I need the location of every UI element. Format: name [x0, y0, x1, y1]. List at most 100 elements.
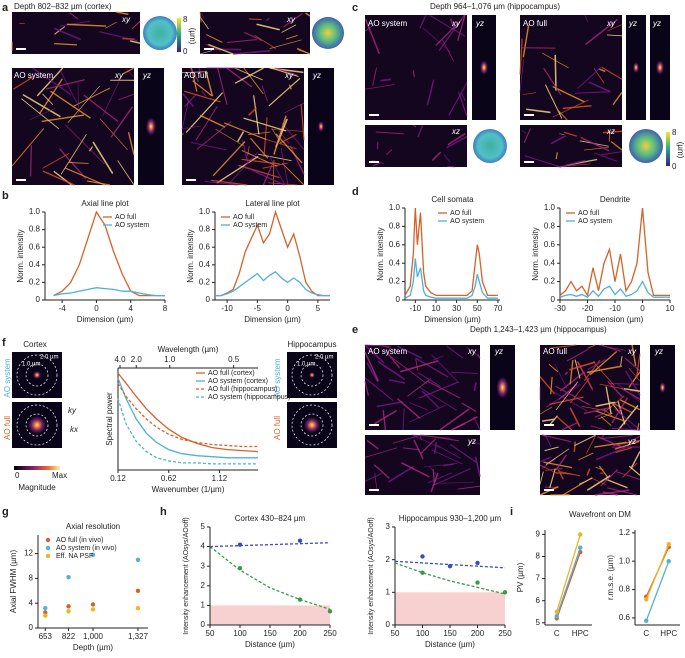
neurite: [181, 101, 189, 130]
neurite: [631, 344, 637, 366]
data-point: [66, 609, 71, 614]
neurite: [522, 25, 530, 58]
neurite: [429, 466, 438, 476]
neurite: [397, 398, 421, 419]
chart-title: Lateral line plot: [245, 199, 300, 208]
neurite: [238, 164, 280, 179]
charts: 0 0.2 0.4 0.6 0.8 1.0 -4 0 4 8 Axial line plot Dime…: [9, 195, 680, 652]
view-label: xz: [451, 127, 460, 136]
neurite: [451, 416, 478, 431]
view-label: yz: [475, 19, 484, 28]
y-tick-label: 7: [536, 574, 541, 583]
scale-bar: [369, 489, 379, 491]
series-line: [394, 560, 506, 569]
neurite: [184, 93, 197, 107]
neurite: [86, 180, 111, 186]
neurite: [22, 93, 61, 118]
colorbar-unit: (µm): [188, 28, 197, 45]
wavefront: [143, 16, 177, 50]
neurite: [364, 344, 391, 347]
neurite: [524, 155, 561, 168]
series-line: [645, 543, 670, 600]
neurite: [118, 93, 135, 101]
x-tick-label: -10: [609, 304, 621, 313]
view-label: yz: [628, 19, 637, 28]
legend-label: AO full: [578, 210, 599, 217]
legend-label: AO full (hippocampus): [208, 386, 277, 393]
neurite: [431, 151, 442, 162]
neurite: [600, 434, 634, 440]
neurite: [54, 42, 78, 46]
neurite: [296, 47, 311, 55]
y-tick-label: 0.8: [544, 222, 556, 231]
neurite: [600, 151, 623, 156]
threshold-band: [395, 592, 505, 625]
series-line: [53, 287, 165, 297]
neurite: [578, 452, 594, 461]
view-label: yz: [654, 347, 663, 356]
series-line: [556, 534, 581, 612]
neurite: [11, 128, 45, 167]
neurite: [580, 136, 610, 152]
neurite: [590, 425, 606, 431]
neurite: [621, 387, 641, 400]
colorbar-max: 8: [672, 128, 677, 137]
view-label: yz: [494, 347, 503, 356]
neurite: [523, 128, 531, 144]
neurite: [620, 356, 623, 366]
neurite: [59, 148, 87, 180]
neurite: [418, 381, 459, 399]
y-tick-label: 0.6: [199, 242, 211, 251]
neurite: [431, 449, 463, 465]
y-tick-label: 4: [29, 598, 34, 607]
neurite: [622, 462, 638, 478]
neurite: [573, 441, 576, 452]
neurite: [594, 413, 604, 418]
psf-spot: [318, 121, 324, 132]
neurite: [288, 84, 292, 90]
neurite: [427, 472, 453, 484]
neurite: [555, 385, 591, 406]
neurite: [607, 380, 623, 398]
micrograph: [365, 435, 480, 495]
otf-ring: [25, 363, 49, 387]
neurite: [603, 395, 625, 413]
x-axis-label: Dimension (µm): [244, 315, 301, 324]
neurite: [247, 146, 250, 156]
neurite: [421, 390, 440, 409]
neurite: [545, 448, 570, 465]
neurite: [600, 469, 618, 487]
neurite: [584, 14, 589, 23]
neurite: [67, 85, 101, 124]
y-tick-label: 1.0: [389, 203, 401, 212]
neurite: [446, 345, 464, 359]
x-tick-label: 0.12: [110, 474, 126, 483]
neurite: [300, 103, 305, 140]
neurite: [243, 67, 264, 95]
series-line: [404, 207, 498, 297]
neurite: [586, 468, 591, 476]
neurite: [429, 14, 466, 37]
neurite: [191, 142, 227, 151]
neurite: [599, 383, 624, 390]
neurite: [602, 491, 619, 496]
neurite: [125, 67, 134, 77]
neurite: [388, 379, 406, 384]
x-tick-label: -20: [582, 304, 594, 313]
view-label: xy: [451, 19, 461, 28]
legend-label: AO system (in vivo): [56, 545, 117, 552]
neurite: [598, 465, 609, 479]
micrograph: [520, 15, 622, 120]
y-tick-label: 0.6: [29, 242, 41, 251]
otf-spot: [33, 371, 41, 379]
neurite: [412, 70, 415, 78]
x-tick-label: -5: [254, 304, 262, 313]
image-label: AO system: [368, 19, 407, 28]
chart-title: Cortex 430–824 µm: [235, 514, 306, 523]
colorbar-min: 0: [183, 47, 188, 56]
y-tick-label: 0: [201, 620, 206, 629]
neurite: [628, 368, 641, 382]
neurite: [587, 344, 596, 349]
neurite: [248, 107, 258, 116]
neurite: [92, 141, 114, 174]
